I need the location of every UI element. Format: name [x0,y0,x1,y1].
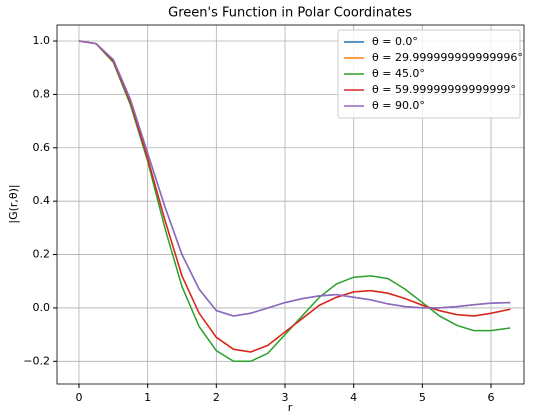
chart-title: Green's Function in Polar Coordinates [168,6,412,21]
series-line [78,40,511,353]
y-tick-label: 1.0 [33,34,51,47]
x-tick-label: 0 [75,391,82,404]
y-tick-label: −0.2 [23,354,50,367]
legend-label: θ = 90.0° [372,99,425,112]
legend-label: θ = 0.0° [372,35,418,48]
y-tick-label: 0.2 [33,248,51,261]
plot-frame [56,24,525,385]
x-tick-label: 1 [144,391,151,404]
legend-label: θ = 29.999999999999996° [372,51,523,64]
x-tick-label: 5 [419,391,426,404]
x-tick-label: 4 [350,391,357,404]
y-tick-label: 0.6 [33,141,51,154]
y-tick-label: 0.4 [33,194,51,207]
y-tick-label: 0.8 [33,87,51,100]
legend-box [337,29,521,119]
y-axis-label: |G(r,θ)| [7,184,20,223]
series-line [78,40,511,317]
y-tick-label: 0.0 [33,301,51,314]
legend: θ = 0.0° θ = 29.999999999999996° θ = 45.0°… [337,29,523,119]
legend-label: θ = 45.0° [372,67,425,80]
x-tick-label: 2 [213,391,220,404]
x-axis-label: r [288,401,293,414]
legend-label: θ = 59.99999999999999° [372,83,516,96]
x-tick-label: 6 [488,391,495,404]
x-tick-label: 3 [282,391,289,404]
